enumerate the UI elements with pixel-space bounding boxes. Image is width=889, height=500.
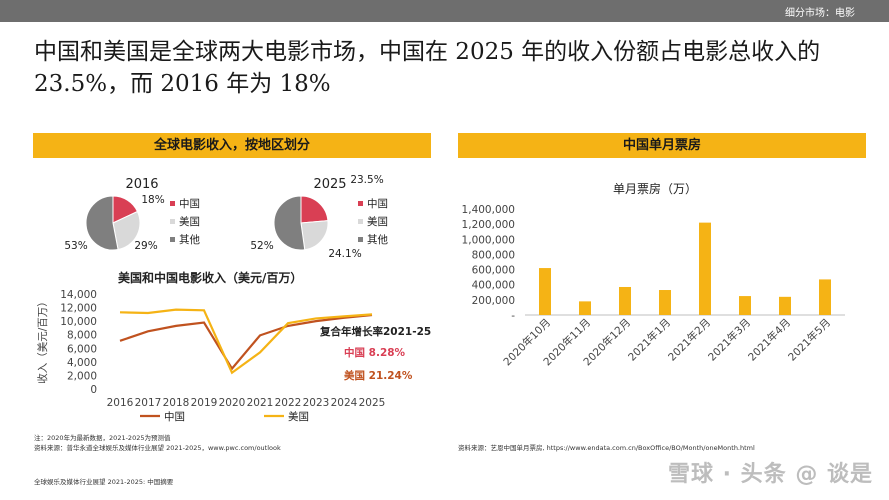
- pie-label-0-2: 53%: [64, 240, 87, 252]
- x-tick-2023: 2023: [303, 397, 330, 409]
- y-tick-3: 6,000: [67, 343, 97, 355]
- bar-2021年1月: [659, 290, 671, 315]
- pie-slice-其他: [85, 195, 119, 251]
- x-tick-2016: 2016: [107, 397, 134, 409]
- bar-y-tick-3: 600,000: [472, 265, 515, 277]
- pie-slice-中国: [300, 195, 329, 224]
- left-panel-title: 全球电影收入，按地区划分: [33, 133, 431, 158]
- watermark: 雪球 · 头条 @ 谈是: [668, 462, 873, 487]
- bar-y-tick-4: 800,000: [472, 249, 515, 261]
- legend-swatch-0-0: [170, 201, 175, 206]
- line-legend-label-0: 中国: [164, 410, 185, 423]
- bar-x-tick-2021年3月: 2021年3月: [705, 316, 753, 364]
- bar-y-tick-0: -: [511, 310, 515, 322]
- bar-y-tick-6: 1,200,000: [462, 219, 515, 231]
- bar-x-tick-2021年1月: 2021年1月: [625, 316, 673, 364]
- legend-label-0-0: 中国: [179, 197, 200, 210]
- x-tick-2017: 2017: [135, 397, 162, 409]
- pie-label-1-1: 24.1%: [328, 248, 361, 260]
- y-tick-5: 10,000: [60, 316, 97, 328]
- legend-label-0-2: 其他: [179, 233, 200, 246]
- series-line-美国: [119, 308, 373, 375]
- x-tick-2018: 2018: [163, 397, 190, 409]
- bar-y-tick-5: 1,000,000: [462, 234, 515, 246]
- pie-title-0: 2016: [125, 177, 158, 192]
- y-tick-0: 0: [90, 384, 97, 396]
- right-source: 资料来源：艺恩中国单月票房, https://www.endata.com.cn…: [458, 444, 755, 452]
- bar-y-tick-1: 200,000: [472, 295, 515, 307]
- left-source: 资料来源：普华永道全球娱乐及媒体行业展望 2021-2025，www.pwc.c…: [34, 444, 281, 452]
- bar-2021年3月: [739, 296, 751, 315]
- legend-label-1-2: 其他: [367, 233, 388, 246]
- bar-2020年10月: [539, 268, 551, 315]
- pie-slice-其他: [273, 195, 306, 251]
- pie-label-1-0: 23.5%: [350, 174, 383, 186]
- pie-label-0-1: 29%: [134, 240, 157, 252]
- legend-swatch-1-0: [358, 201, 363, 206]
- x-tick-2025: 2025: [359, 397, 386, 409]
- footer-text: 全球娱乐及媒体行业展望 2021-2025: 中国摘要: [34, 478, 174, 486]
- legend-label-1-0: 中国: [367, 197, 388, 210]
- bar-y-tick-7: 1,400,000: [462, 204, 515, 216]
- y-tick-4: 8,000: [67, 330, 97, 342]
- y-axis-label: 收入（美元/百万）: [36, 296, 49, 384]
- cagr-usa: 美国 21.24%: [344, 369, 413, 382]
- series-line-中国: [119, 313, 373, 371]
- legend-swatch-1-2: [358, 237, 363, 242]
- pie-label-0-0: 18%: [141, 194, 164, 206]
- pie-slice-美国: [300, 220, 329, 251]
- pie-title-1: 2025: [313, 177, 346, 192]
- cagr-title: 复合年增长率2021-25: [319, 325, 431, 338]
- section-tag: 细分市场：电影: [785, 8, 855, 19]
- legend-label-1-1: 美国: [367, 215, 388, 228]
- bar-2020年12月: [619, 286, 631, 315]
- line-chart-title: 美国和中国电影收入（美元/百万）: [118, 270, 302, 285]
- cagr-china: 中国 8.28%: [344, 346, 406, 359]
- bar-x-tick-2021年5月: 2021年5月: [785, 316, 833, 364]
- pie-slice-美国: [112, 210, 141, 251]
- legend-label-0-1: 美国: [179, 215, 200, 228]
- bar-2021年2月: [699, 222, 711, 315]
- line-legend-label-1: 美国: [288, 410, 309, 423]
- right-panel-title: 中国单月票房: [458, 133, 866, 158]
- x-tick-2024: 2024: [331, 397, 358, 409]
- bar-chart-title: 单月票房（万）: [613, 181, 697, 196]
- legend-swatch-0-2: [170, 237, 175, 242]
- bar-2021年5月: [819, 279, 831, 315]
- y-tick-2: 4,000: [67, 357, 97, 369]
- y-tick-1: 2,000: [67, 370, 97, 382]
- legend-swatch-0-1: [170, 219, 175, 224]
- x-tick-2022: 2022: [275, 397, 302, 409]
- y-tick-6: 12,000: [60, 303, 97, 315]
- y-tick-7: 14,000: [60, 289, 97, 301]
- bar-2020年11月: [579, 301, 591, 315]
- bar-y-tick-2: 400,000: [472, 280, 515, 292]
- x-tick-2021: 2021: [247, 397, 274, 409]
- left-note: 注：2020年为最新数据，2021-2025为预测值: [34, 434, 171, 442]
- bar-2021年4月: [779, 296, 791, 315]
- bar-x-tick-2021年4月: 2021年4月: [745, 316, 793, 364]
- pie-label-1-2: 52%: [250, 240, 273, 252]
- legend-swatch-1-1: [358, 219, 363, 224]
- top-bar: 细分市场：电影: [0, 0, 889, 22]
- headline: 中国和美国是全球两大电影市场，中国在 2025 年的收入份额占电影总收入的 23…: [34, 39, 821, 97]
- x-tick-2020: 2020: [219, 397, 246, 409]
- bar-x-tick-2021年2月: 2021年2月: [665, 316, 713, 364]
- x-tick-2019: 2019: [191, 397, 218, 409]
